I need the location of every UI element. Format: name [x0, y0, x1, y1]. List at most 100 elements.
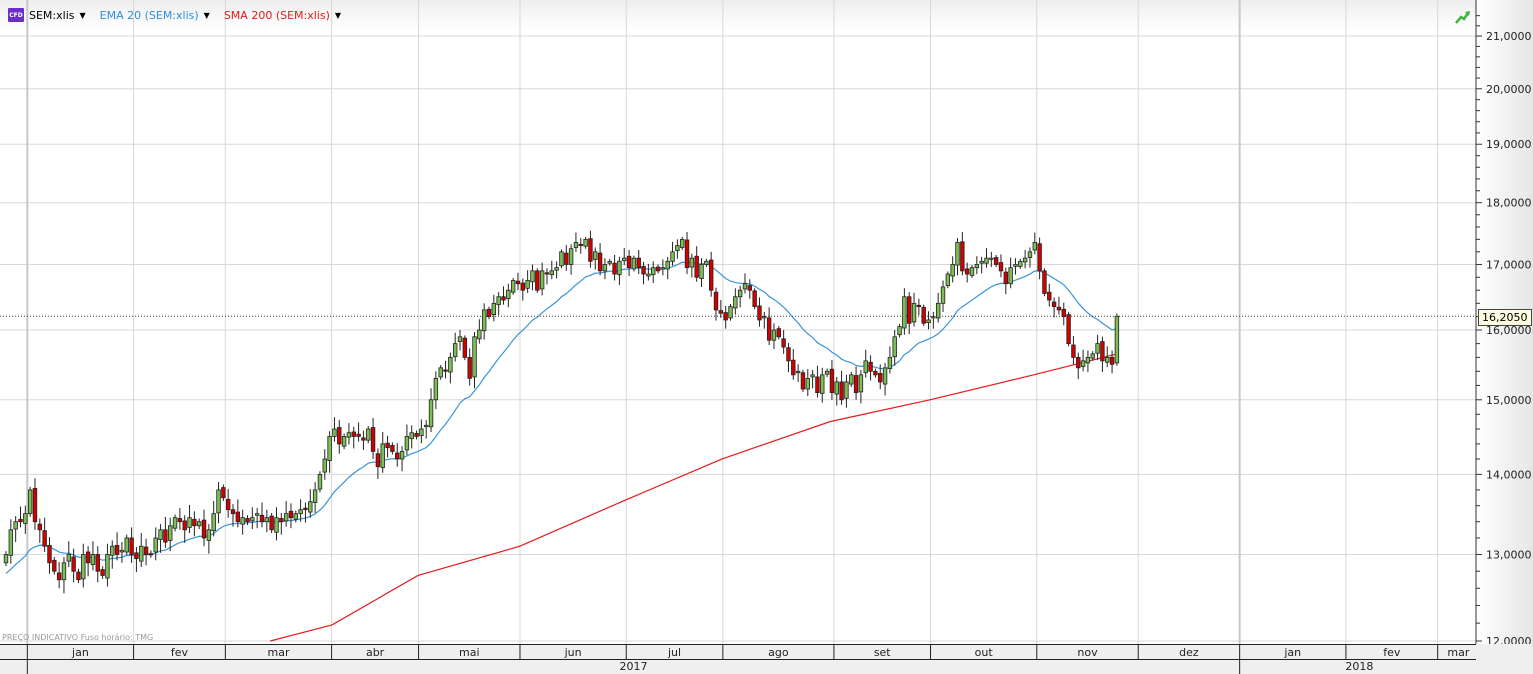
candle-body — [892, 336, 897, 358]
candle-up — [428, 388, 434, 432]
candle-body — [100, 569, 105, 576]
candle-body — [81, 554, 86, 580]
candle-up — [979, 256, 984, 274]
candle-body — [47, 544, 52, 564]
candle-body — [317, 473, 323, 490]
candle-up — [404, 424, 410, 456]
candle-up — [1013, 258, 1018, 275]
candle-up — [989, 251, 994, 268]
candle-body — [1032, 242, 1037, 251]
candle-body — [940, 286, 946, 304]
candle-up — [892, 330, 897, 366]
candle-up — [1032, 232, 1037, 255]
candle-body — [969, 267, 975, 276]
grid — [0, 0, 1476, 644]
candle-down — [993, 254, 999, 268]
dropdown-caret-icon[interactable]: ▼ — [79, 10, 86, 20]
candle-body — [1047, 291, 1052, 301]
candle-body — [37, 523, 43, 531]
candle-up — [583, 236, 588, 249]
dropdown-caret-icon[interactable]: ▼ — [203, 10, 210, 20]
candle-body — [849, 374, 854, 385]
candle-body — [472, 336, 477, 378]
candle-down — [192, 511, 197, 537]
candle-body — [196, 521, 202, 527]
candle-down — [1061, 302, 1066, 326]
candle-body — [800, 372, 806, 390]
candle-down — [723, 305, 728, 329]
candle-body — [274, 517, 279, 533]
candle-down — [766, 307, 772, 345]
candle-up — [974, 256, 980, 275]
candle-down — [114, 532, 120, 561]
candle-down — [873, 368, 878, 378]
candle-body — [303, 507, 308, 511]
candle-up — [308, 489, 313, 518]
candle-down — [800, 369, 806, 392]
candle-up — [1027, 247, 1033, 268]
candle-down — [42, 517, 47, 552]
candle-body — [192, 518, 197, 527]
candle-body — [593, 251, 598, 260]
candle-down — [182, 515, 187, 543]
candle-down — [578, 238, 583, 254]
x-axis: jan fev mar abr mai jun jul ago set out nov dez jan f… — [0, 644, 1476, 674]
candle-body — [955, 242, 960, 266]
candle-up — [346, 423, 352, 445]
candle-up — [525, 270, 530, 293]
dropdown-caret-icon[interactable]: ▼ — [334, 10, 342, 20]
candle-body — [1037, 243, 1042, 272]
candle-body — [974, 264, 980, 269]
cfd-badge-icon: CFD — [8, 8, 24, 22]
candle-up — [274, 507, 279, 541]
candle-up — [762, 311, 767, 329]
candle-up — [3, 551, 9, 567]
candle-body — [844, 381, 849, 399]
candle-up — [211, 500, 216, 537]
candle-body — [781, 338, 786, 348]
candle-up — [926, 311, 931, 330]
candle-down — [520, 278, 526, 301]
candle-up — [902, 288, 907, 335]
candle-body — [897, 326, 902, 336]
candle-down — [597, 243, 603, 276]
candle-up — [704, 258, 709, 268]
candle-body — [438, 367, 443, 378]
candle-up — [496, 292, 501, 316]
candle-down — [1056, 296, 1062, 315]
candle-body — [631, 257, 637, 270]
candle-body — [993, 257, 999, 265]
candle-down — [776, 325, 781, 340]
candle-body — [873, 370, 878, 376]
legend-ema[interactable]: EMA 20 (SEM:xlis) ▼ — [100, 9, 210, 22]
candle-up — [824, 368, 830, 377]
candle-body — [651, 267, 656, 276]
candle-body — [259, 514, 265, 523]
candle-up — [660, 259, 666, 276]
candle-body — [245, 518, 250, 523]
candle-down — [245, 515, 250, 525]
candle-down — [878, 364, 883, 390]
candle-body — [578, 243, 583, 246]
candle-up — [409, 425, 414, 449]
candle-down — [235, 499, 241, 528]
candle-body — [1095, 343, 1100, 354]
month-label: mar — [267, 646, 289, 659]
candle-body — [1076, 356, 1081, 369]
candle-up — [617, 256, 622, 286]
candle-up — [810, 369, 815, 389]
candle-up — [675, 239, 680, 259]
month-label: out — [975, 646, 994, 659]
legend-symbol[interactable]: CFD SEM:xlis ▼ — [8, 8, 86, 22]
candle-up — [530, 264, 535, 291]
candle-body — [530, 270, 535, 283]
month-label: mar — [1447, 646, 1469, 659]
candle-up — [27, 486, 33, 517]
candle-body — [675, 245, 680, 251]
candle-body — [998, 262, 1004, 272]
candle-body — [708, 259, 714, 291]
candle-down — [1047, 283, 1052, 307]
trend-up-icon[interactable] — [1455, 10, 1471, 24]
legend-sma[interactable]: SMA 200 (SEM:xlis) ▼ — [224, 9, 341, 22]
